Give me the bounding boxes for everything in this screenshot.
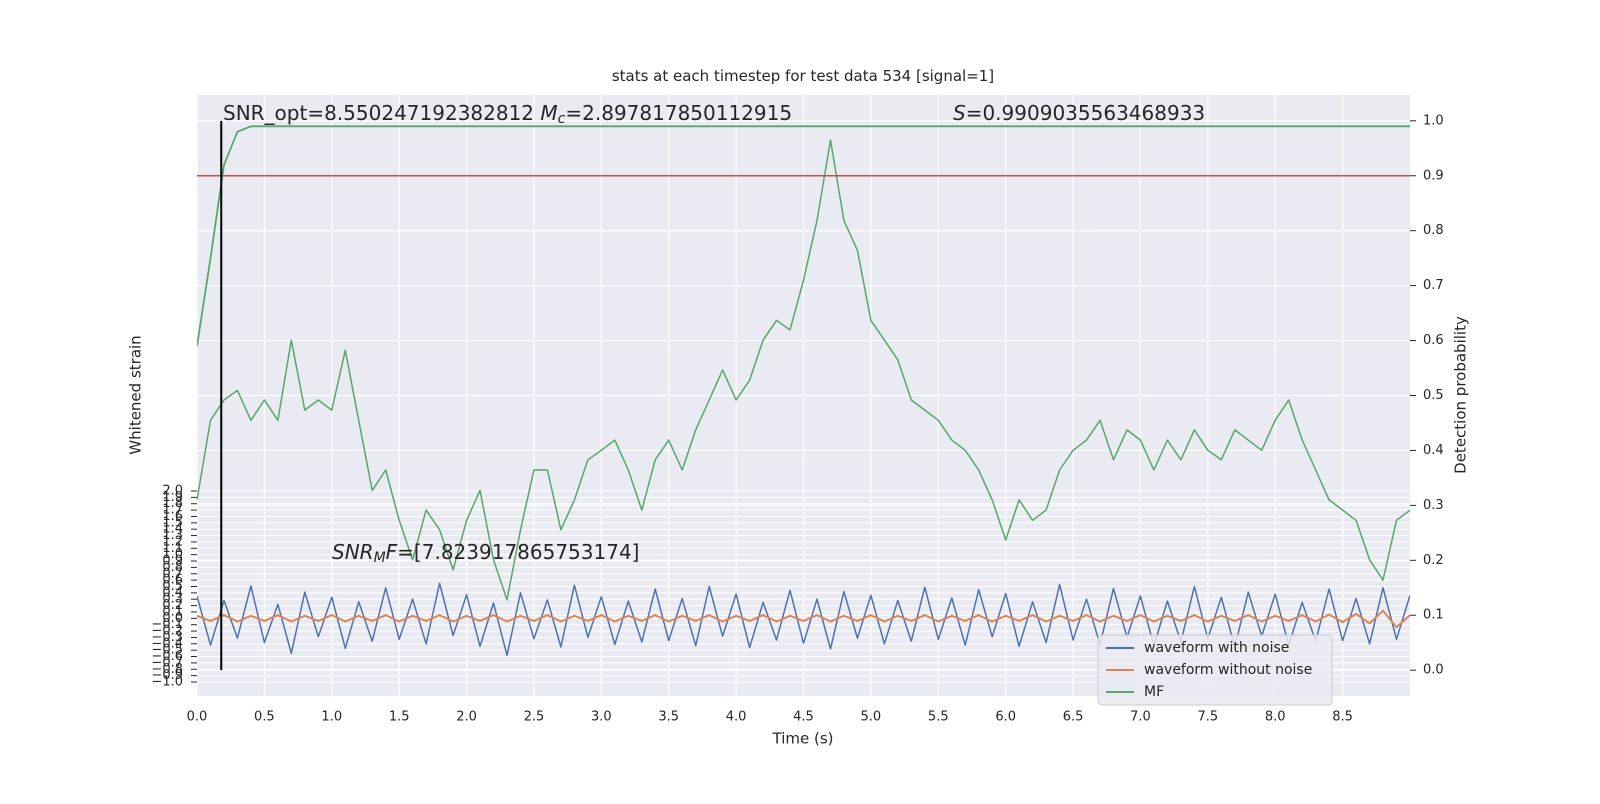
y2-tick-label: 0.5 [1423, 388, 1444, 403]
x-tick-label: 4.5 [793, 710, 814, 725]
overlay: 0.0 0.5 1.0 1.5 2.0 2.5 3.0 3.5 4.0 4.5 5.0 5.5 6.0 6… [151, 101, 1443, 725]
y2-tick-label: 0.3 [1423, 498, 1444, 513]
x-tick-label: 6.0 [995, 710, 1016, 725]
y-tick-label: 0.4 [162, 585, 183, 600]
x-tick-label: 4.0 [726, 710, 747, 725]
y-tick-label: 0.5 [162, 579, 183, 594]
x-tick-label: 2.0 [456, 710, 477, 725]
y2-tick-label: 0.7 [1423, 278, 1444, 293]
y-tick-label: −0.9 [151, 668, 183, 683]
y-tick-label: 1.7 [162, 503, 183, 518]
y-tick-label: 1.2 [162, 534, 183, 549]
legend-label: MF [1144, 684, 1164, 700]
y-tick-label: 0.1 [162, 604, 183, 619]
y-tick-label: 1.9 [162, 490, 183, 505]
annotation: SNRMF=[7.823917865753174] [332, 540, 640, 567]
y-tick-label: 1.1 [162, 541, 183, 556]
y-tick-label: −1.0 [151, 674, 183, 689]
y-tick-label: 0.7 [162, 566, 183, 581]
y-tick-label: −0.5 [151, 643, 183, 658]
annotation-part: SNR_opt=8.550247192382812 [223, 101, 540, 125]
y-tick-label: −0.6 [151, 649, 183, 664]
y-tick-label: −0.3 [151, 630, 183, 645]
x-tick-label: 5.0 [861, 710, 882, 725]
x-tick-label: 6.5 [1063, 710, 1084, 725]
probability-line [197, 125, 1410, 347]
annotation-part: S [953, 101, 966, 125]
y-axis-label: Whitened strain [127, 335, 145, 454]
y2-tick-label: 0.6 [1423, 333, 1444, 348]
x-tick-label: 1.5 [389, 710, 410, 725]
x-tick-label: 8.5 [1332, 710, 1353, 725]
y-tick-label: 0.8 [162, 560, 183, 575]
y2-axis-label: Detection probability [1452, 316, 1470, 474]
x-tick-label: 7.5 [1197, 710, 1218, 725]
y-tick-label: 0.0 [162, 611, 183, 626]
y-tick-label: 0.9 [162, 554, 183, 569]
y-tick-label: −0.7 [151, 655, 183, 670]
annotation-part: M [374, 550, 386, 566]
annotation-part: =2.897817850112915 [565, 101, 792, 125]
legend-label: waveform without noise [1144, 662, 1312, 678]
chart-title: stats at each timestep for test data 534… [612, 67, 994, 85]
x-tick-label: 5.5 [928, 710, 949, 725]
y-tick-label: 1.5 [162, 515, 183, 530]
series-line [197, 139, 1410, 601]
y-tick-label: 1.6 [162, 509, 183, 524]
annotation-part: SNR [332, 540, 374, 564]
annotation: SNR_opt=8.550247192382812 Mc=2.897817850… [223, 101, 792, 128]
y-tick-label: 1.4 [162, 522, 183, 537]
annotation-part: c [558, 111, 566, 127]
y-tick-label: 2.0 [162, 483, 183, 498]
x-tick-label: 8.0 [1265, 710, 1286, 725]
y-tick-label: −0.1 [151, 617, 183, 632]
series-line [197, 609, 1410, 629]
x-tick-label: 3.5 [658, 710, 679, 725]
annotation-part: M [540, 101, 557, 125]
y2-tick-label: 0.4 [1423, 443, 1444, 458]
annotation-part: =[7.823917865753174] [397, 540, 639, 564]
x-tick-label: 7.0 [1130, 710, 1151, 725]
x-tick-label: 2.5 [524, 710, 545, 725]
y2-tick-label: 0.8 [1423, 223, 1444, 238]
x-tick-label: 3.0 [591, 710, 612, 725]
x-tick-label: 1.0 [321, 710, 342, 725]
x-axis-label: Time (s) [772, 730, 834, 748]
y-tick-label: 0.2 [162, 598, 183, 613]
y2-tick-label: 0.1 [1423, 608, 1444, 623]
annotation-part: F [386, 540, 398, 564]
y-tick-label: −0.2 [151, 624, 183, 639]
y-tick-label: −0.8 [151, 662, 183, 677]
legend-label: waveform with noise [1144, 640, 1289, 656]
y-tick-label: 1.8 [162, 496, 183, 511]
x-tick-label: 0.5 [254, 710, 275, 725]
annotation-part: =0.9909035563468933 [966, 101, 1205, 125]
y2-tick-label: 0.0 [1423, 663, 1444, 678]
y-tick-label: −0.4 [151, 636, 183, 651]
y2-tick-label: 1.0 [1423, 113, 1444, 128]
legend-box [1097, 634, 1333, 706]
x-tick-label: 0.0 [187, 710, 208, 725]
y2-tick-label: 0.9 [1423, 168, 1444, 183]
y-tick-label: 1.3 [162, 528, 183, 543]
y-tick-label: 1.0 [162, 547, 183, 562]
y2-tick-label: 0.2 [1423, 553, 1444, 568]
y-tick-label: 0.3 [162, 592, 183, 607]
y-tick-label: 0.6 [162, 573, 183, 588]
annotation: S=0.9909035563468933 [953, 101, 1205, 125]
